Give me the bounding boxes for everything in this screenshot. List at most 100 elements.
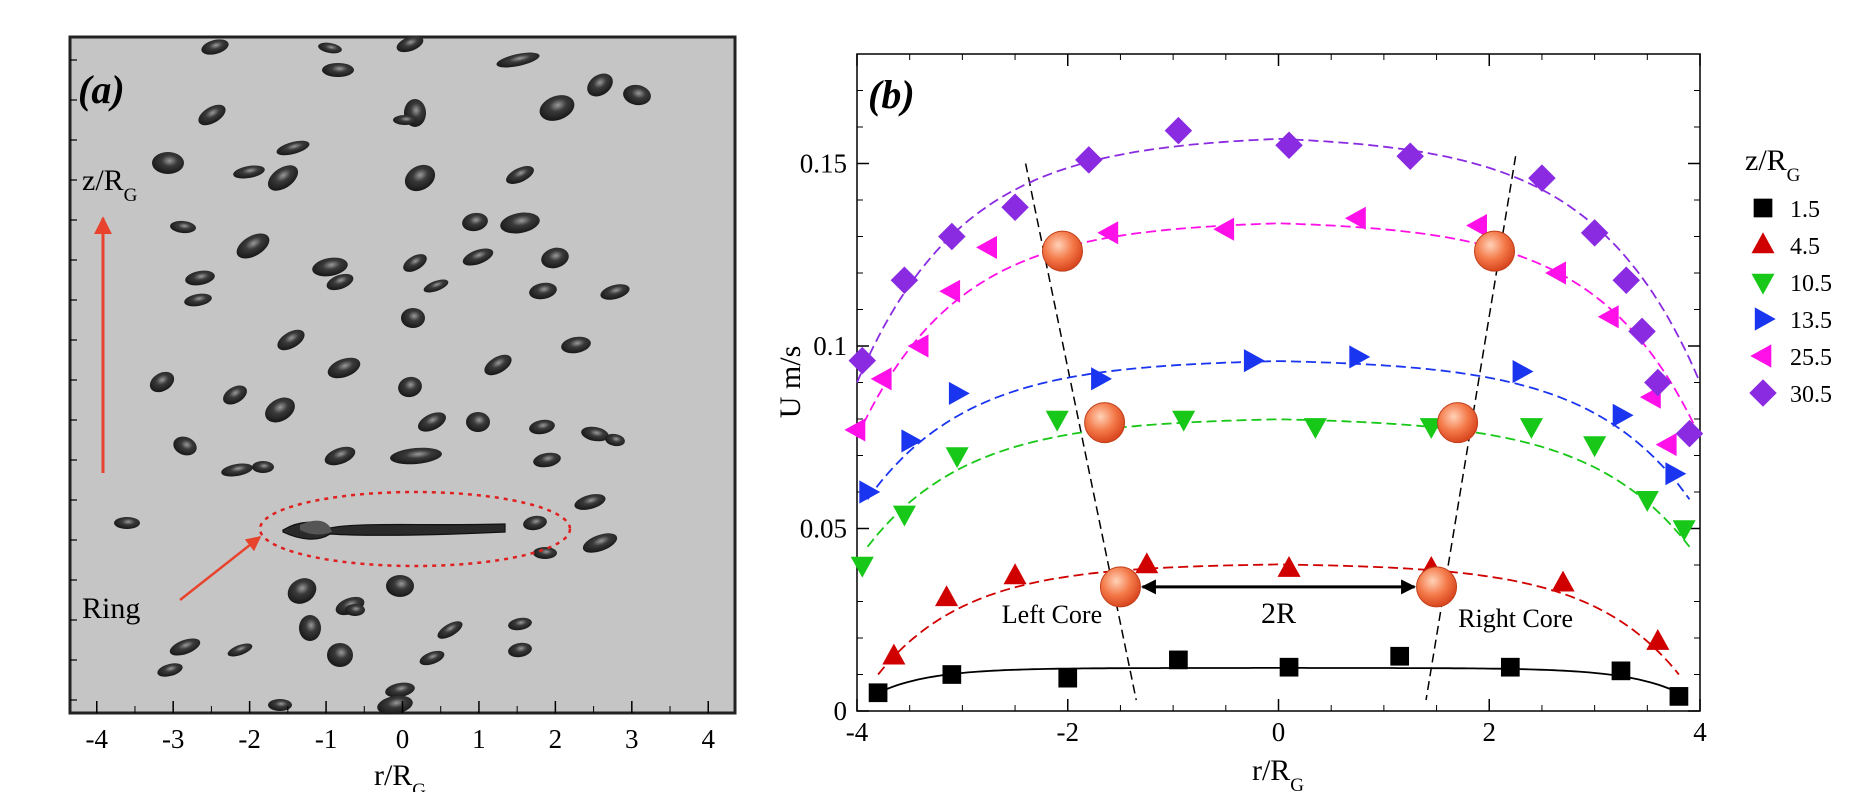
data-point-13-5	[948, 381, 970, 405]
bubble	[268, 699, 292, 711]
panel-a-x-tick-label: -2	[238, 724, 261, 754]
bubble	[462, 248, 494, 266]
legend-label: 25.5	[1790, 345, 1832, 371]
bubble	[233, 165, 265, 179]
legend-label: 1.5	[1790, 197, 1820, 223]
data-point-13-5	[1665, 462, 1687, 486]
data-point-1-5	[1390, 646, 1410, 666]
legend-label: 30.5	[1790, 382, 1832, 408]
data-point-30-5	[1075, 146, 1103, 174]
data-point-30-5	[1644, 368, 1672, 397]
data-point-10-5	[1045, 410, 1069, 432]
legend-marker-30-5	[1749, 379, 1777, 407]
bubble	[541, 247, 569, 269]
bubble	[327, 357, 361, 379]
data-point-25-5	[907, 334, 929, 358]
data-point-25-5	[1545, 261, 1566, 285]
core-marker	[1416, 566, 1458, 608]
legend-label: 10.5	[1790, 271, 1832, 297]
bubble	[533, 547, 557, 559]
y-tick-label: 0.15	[800, 149, 847, 179]
fit-curve-30-5	[856, 137, 1701, 383]
bubble	[152, 152, 184, 174]
bubble	[377, 695, 413, 715]
fit-curve-25-5	[856, 222, 1701, 438]
panel-a-x-tick-label: 2	[549, 724, 563, 754]
panel-a-x-tick-label: 3	[625, 724, 639, 754]
bubble	[398, 376, 422, 398]
fit-curve-4-5	[877, 563, 1680, 676]
data-point-10-5	[1303, 418, 1327, 439]
bubble	[236, 233, 270, 259]
ring-pointer-arrow	[179, 536, 262, 601]
data-point-1-5	[868, 683, 888, 703]
legend-marker-4-5	[1751, 232, 1775, 254]
panel-a-x-tick-label: -4	[86, 724, 109, 754]
legend-marker-13-5	[1754, 307, 1776, 331]
bubble	[500, 212, 540, 234]
bubble	[149, 371, 175, 393]
data-point-25-5	[870, 367, 892, 391]
data-point-30-5	[1396, 142, 1424, 170]
legend: z/RG 1.5 4.5 10.5 13.5 25.5 30.5	[1745, 144, 1832, 408]
bubble	[345, 604, 365, 616]
bubble	[581, 426, 609, 442]
right-core-label: Right Core	[1458, 604, 1573, 633]
x-tick-label: 4	[1693, 717, 1707, 747]
bubble	[390, 447, 442, 465]
bubble	[201, 39, 229, 55]
bubble	[496, 52, 540, 68]
bubble	[327, 643, 353, 667]
bubble	[437, 621, 463, 639]
panel-a-x-label: r/RG	[374, 759, 426, 792]
bubble	[417, 412, 447, 432]
data-point-1-5	[1611, 661, 1631, 681]
data-point-4-5	[1277, 556, 1301, 577]
panel-a-x-tick-label: 1	[472, 724, 486, 754]
data-point-30-5	[1612, 266, 1640, 295]
data-point-25-5	[1597, 305, 1619, 329]
bubble	[419, 650, 445, 666]
bubble	[404, 164, 436, 192]
data-point-4-5	[1003, 563, 1027, 585]
data-point-10-5	[1172, 410, 1196, 432]
data-point-10-5	[1519, 418, 1543, 439]
panel-b-label: (b)	[868, 72, 915, 117]
bubble-field	[114, 35, 651, 715]
bubble	[318, 42, 342, 54]
fit-curve-13-5	[866, 360, 1691, 500]
bubble	[539, 95, 575, 121]
bubble	[198, 104, 226, 126]
bubble	[508, 642, 532, 658]
x-tick-label: 2	[1483, 717, 1497, 747]
data-point-30-5	[938, 222, 966, 251]
bubble	[393, 115, 417, 125]
data-point-30-5	[848, 346, 877, 375]
bubble	[287, 578, 317, 604]
data-point-10-5	[850, 556, 874, 578]
core-annotations: 2R Left Core Right Core	[1002, 579, 1573, 633]
panel-b-axes: -4 -2 0 2 4 0 0.05 0.1 0.15	[800, 54, 1707, 747]
bubble	[574, 494, 606, 510]
core-markers	[1041, 230, 1516, 608]
data-point-10-5	[1583, 436, 1607, 458]
data-point-10-5	[892, 505, 916, 527]
legend-title: z/RG	[1745, 144, 1801, 186]
data-point-30-5	[1164, 116, 1193, 145]
data-point-10-5	[945, 447, 969, 469]
panel-a-label: (a)	[78, 67, 125, 112]
bubble	[265, 397, 295, 423]
bubble	[324, 446, 356, 466]
data-point-10-5	[1672, 520, 1696, 542]
data-point-13-5	[901, 429, 923, 453]
y-tick-label: 0.1	[813, 331, 847, 361]
data-point-4-5	[1135, 552, 1159, 574]
core-marker	[1099, 566, 1141, 608]
panel-b-y-label: U m/s	[774, 346, 807, 419]
bubble	[252, 461, 274, 473]
bubble	[170, 220, 196, 234]
bubble	[312, 257, 348, 277]
x-tick-label: -4	[846, 717, 869, 747]
data-point-30-5	[890, 266, 919, 295]
